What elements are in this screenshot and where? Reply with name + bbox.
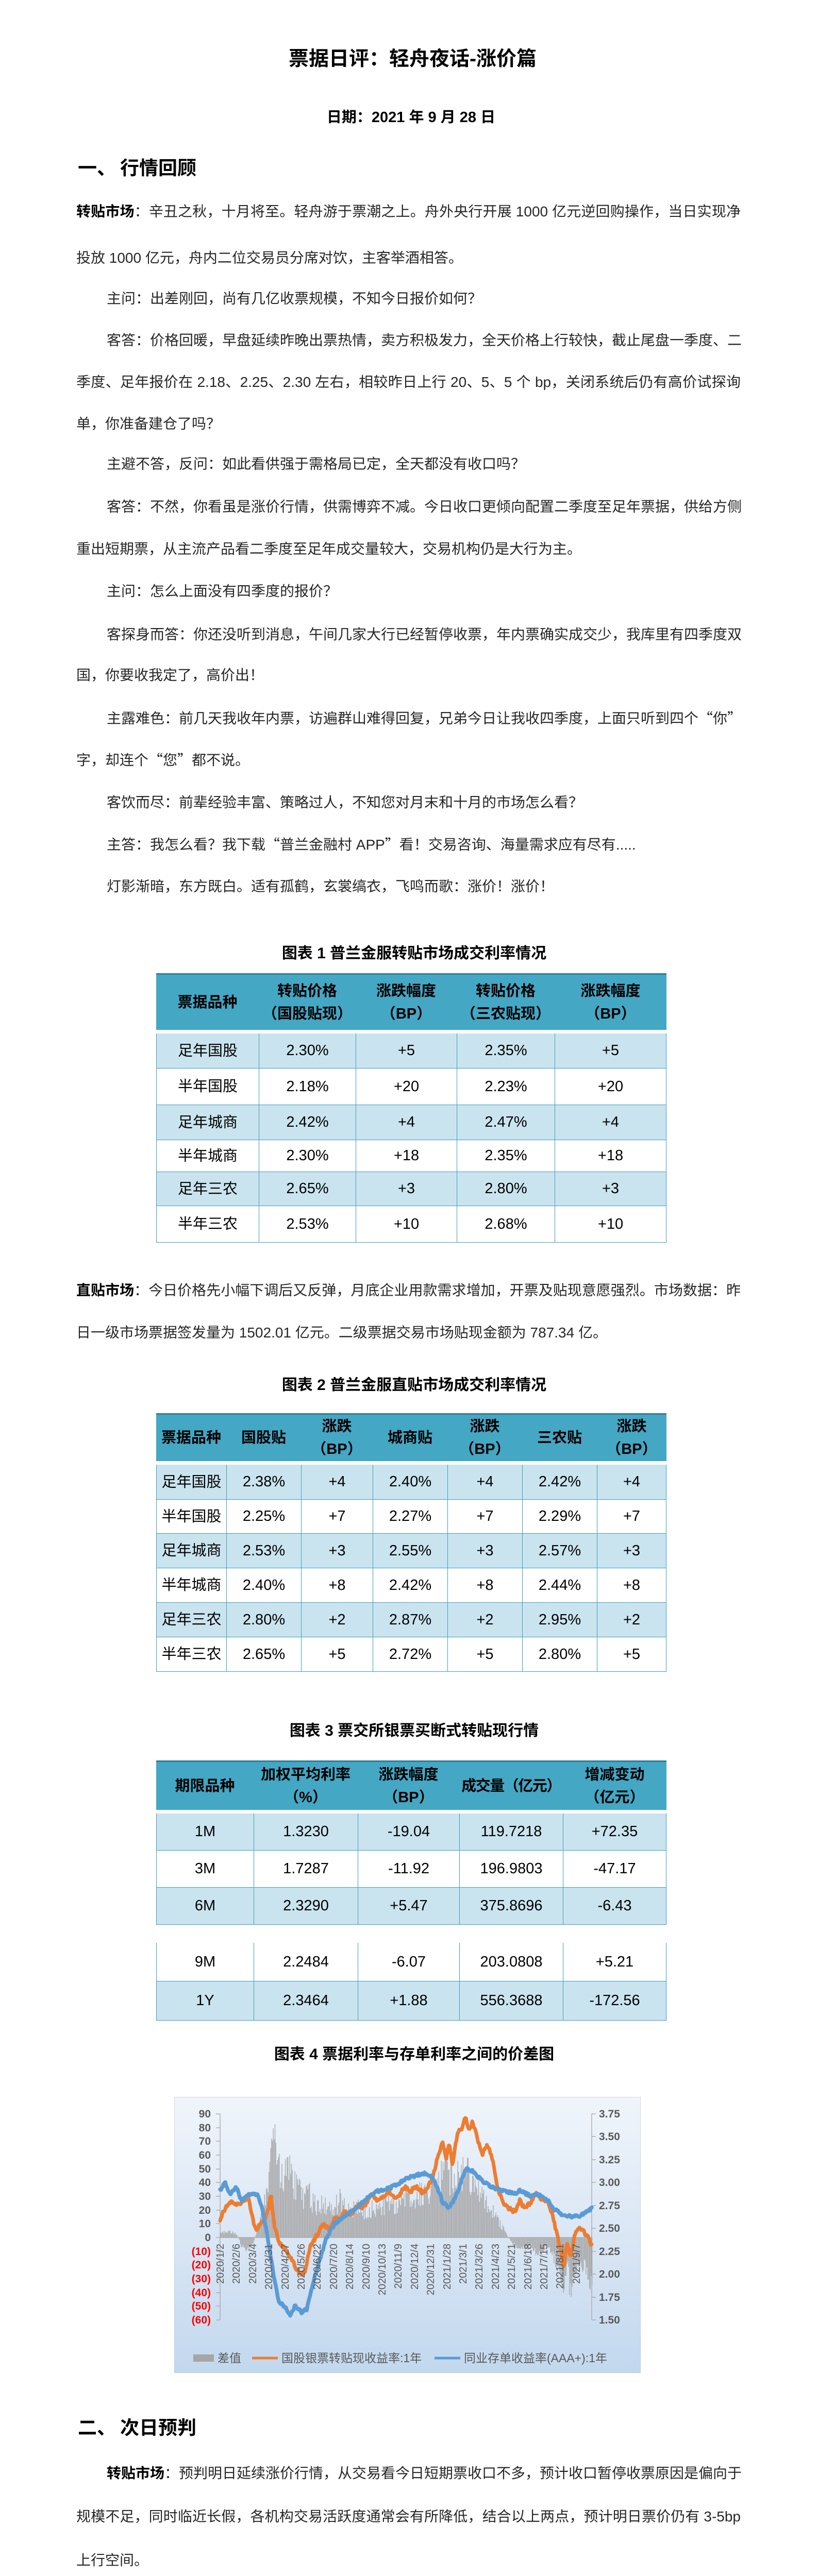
svg-text:2021/1/28: 2021/1/28 (442, 2244, 453, 2290)
svg-text:20: 20 (199, 2205, 211, 2216)
svg-text:2021/8/11: 2021/8/11 (555, 2244, 566, 2289)
svg-text:国股银票转贴现收益率:1年: 国股银票转贴现收益率:1年 (281, 2351, 422, 2365)
svg-text:2020/12/31: 2020/12/31 (425, 2244, 437, 2295)
svg-text:2020/11/9: 2020/11/9 (393, 2244, 404, 2289)
svg-text:2.25: 2.25 (599, 2246, 620, 2258)
svg-text:2021/3/26: 2021/3/26 (474, 2244, 485, 2290)
svg-text:2.00: 2.00 (599, 2268, 620, 2280)
svg-text:2020/7/20: 2020/7/20 (328, 2244, 340, 2290)
svg-text:2020/2/6: 2020/2/6 (231, 2244, 242, 2284)
svg-text:2.50: 2.50 (599, 2223, 620, 2234)
svg-text:(10): (10) (192, 2246, 211, 2258)
svg-text:2020/4/27: 2020/4/27 (280, 2244, 291, 2290)
svg-text:2021/7/15: 2021/7/15 (539, 2244, 550, 2290)
svg-text:60: 60 (199, 2149, 211, 2161)
svg-text:2021/3/1: 2021/3/1 (458, 2244, 469, 2284)
svg-text:2021/4/23: 2021/4/23 (490, 2244, 502, 2290)
svg-text:3.25: 3.25 (599, 2154, 620, 2166)
svg-text:(30): (30) (192, 2273, 211, 2285)
svg-text:(60): (60) (192, 2314, 211, 2326)
svg-text:3.00: 3.00 (599, 2177, 620, 2189)
svg-text:0: 0 (205, 2232, 211, 2244)
svg-text:(50): (50) (192, 2300, 211, 2312)
svg-text:2020/3/31: 2020/3/31 (263, 2244, 275, 2290)
svg-text:70: 70 (199, 2136, 211, 2147)
svg-text:2020/10/13: 2020/10/13 (377, 2244, 388, 2295)
svg-text:80: 80 (199, 2122, 211, 2134)
svg-text:2020/3/4: 2020/3/4 (247, 2244, 259, 2284)
svg-text:40: 40 (199, 2177, 211, 2189)
svg-text:同业存单收益率(AAA+):1年: 同业存单收益率(AAA+):1年 (464, 2351, 607, 2365)
svg-text:2020/9/10: 2020/9/10 (361, 2244, 372, 2290)
svg-text:1.50: 1.50 (599, 2314, 620, 2326)
svg-text:2020/12/4: 2020/12/4 (409, 2244, 421, 2290)
svg-text:(20): (20) (192, 2259, 211, 2271)
svg-text:2020/5/26: 2020/5/26 (296, 2244, 307, 2290)
svg-text:3.75: 3.75 (599, 2108, 620, 2120)
svg-text:50: 50 (199, 2163, 211, 2175)
svg-text:10: 10 (199, 2218, 211, 2230)
svg-text:(40): (40) (192, 2287, 211, 2299)
svg-text:2021/9/7: 2021/9/7 (571, 2244, 582, 2284)
svg-text:1.75: 1.75 (599, 2292, 620, 2303)
svg-text:30: 30 (199, 2191, 211, 2202)
svg-text:2021/5/21: 2021/5/21 (506, 2244, 517, 2290)
svg-text:2020/8/14: 2020/8/14 (344, 2244, 356, 2290)
svg-text:差值: 差值 (218, 2351, 241, 2365)
svg-text:90: 90 (199, 2108, 211, 2120)
svg-text:2021/6/18: 2021/6/18 (523, 2244, 534, 2290)
svg-text:2.75: 2.75 (599, 2200, 620, 2212)
svg-text:3.50: 3.50 (599, 2131, 620, 2143)
svg-text:2020/6/22: 2020/6/22 (312, 2244, 323, 2290)
svg-text:2020/1/2: 2020/1/2 (215, 2244, 226, 2284)
